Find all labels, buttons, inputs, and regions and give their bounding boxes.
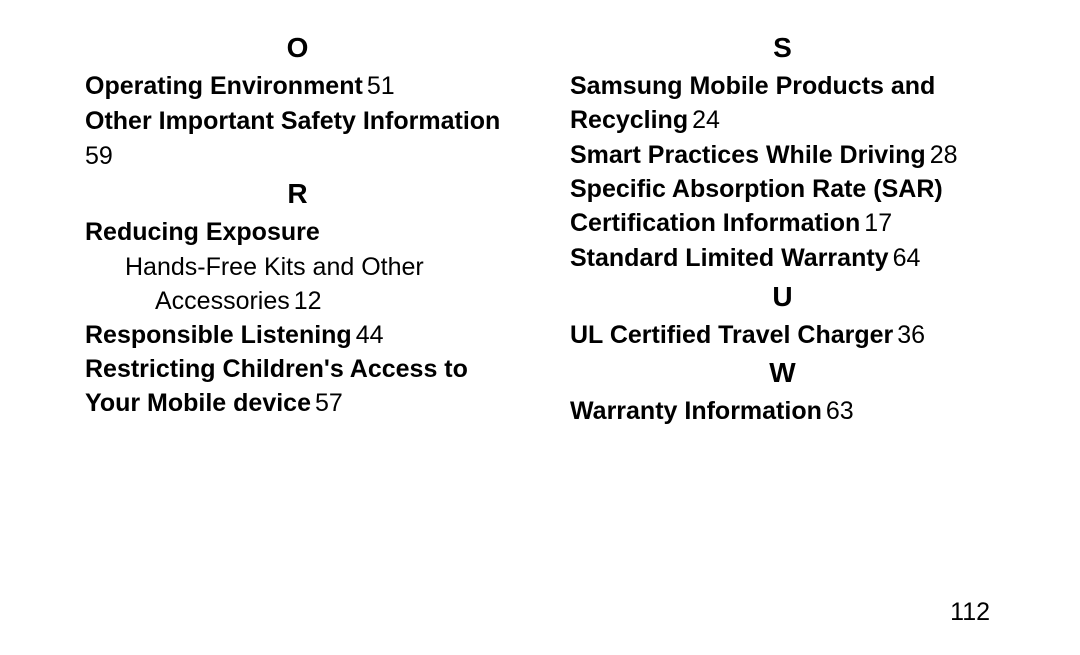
index-subentry: Hands-Free Kits and Other [85, 251, 510, 285]
left-column: O Operating Environment51 Other Importan… [85, 28, 510, 588]
section-letter-u: U [570, 281, 995, 313]
right-column: S Samsung Mobile Products and Recycling2… [570, 28, 995, 588]
entry-title: Restricting Children's Access to Your Mo… [85, 355, 468, 417]
entry-title: Reducing Exposure [85, 218, 320, 246]
entry-title: Operating Environment [85, 72, 363, 100]
entry-page: 51 [367, 72, 395, 100]
entry-title: Responsible Listening [85, 321, 352, 349]
section-letter-s: S [570, 32, 995, 64]
entry-page: 63 [826, 397, 854, 425]
entry-title: UL Certified Travel Charger [570, 321, 893, 349]
section-letter-o: O [85, 32, 510, 64]
entry-page: 17 [864, 209, 892, 237]
index-entry: Other Important Safety Information [85, 105, 510, 139]
index-entry: Standard Limited Warranty64 [570, 242, 995, 276]
entry-page: 64 [893, 244, 921, 272]
subentry-text: Accessories [155, 287, 290, 315]
index-entry: Reducing Exposure [85, 216, 510, 250]
entry-page: 24 [692, 106, 720, 134]
subentry-text: Hands-Free Kits and Other [125, 253, 424, 281]
entry-title: Other Important Safety Information [85, 107, 500, 135]
entry-title: Standard Limited Warranty [570, 244, 889, 272]
index-entry-page-wrap: 59 [85, 140, 510, 174]
index-entry: Operating Environment51 [85, 70, 510, 104]
entry-page: 28 [930, 141, 958, 169]
subentry-page: 12 [294, 287, 322, 315]
section-letter-r: R [85, 178, 510, 210]
index-entry: Samsung Mobile Products and Recycling24 [570, 70, 995, 138]
entry-page: 57 [315, 389, 343, 417]
index-subentry-line2: Accessories12 [85, 285, 510, 319]
entry-page: 36 [897, 321, 925, 349]
index-entry: UL Certified Travel Charger36 [570, 319, 995, 353]
index-entry: Restricting Children's Access to Your Mo… [85, 353, 510, 421]
entry-page: 59 [85, 142, 113, 170]
entry-page: 44 [356, 321, 384, 349]
entry-title: Samsung Mobile Products and Recycling [570, 72, 935, 134]
section-letter-w: W [570, 357, 995, 389]
entry-title: Warranty Information [570, 397, 822, 425]
index-entry: Specific Absorption Rate (SAR) Certifica… [570, 173, 995, 241]
index-entry: Responsible Listening44 [85, 319, 510, 353]
page-number: 112 [950, 598, 990, 627]
index-entry: Smart Practices While Driving28 [570, 139, 995, 173]
entry-title: Smart Practices While Driving [570, 141, 926, 169]
index-page: O Operating Environment51 Other Importan… [85, 28, 995, 588]
index-entry: Warranty Information63 [570, 395, 995, 429]
